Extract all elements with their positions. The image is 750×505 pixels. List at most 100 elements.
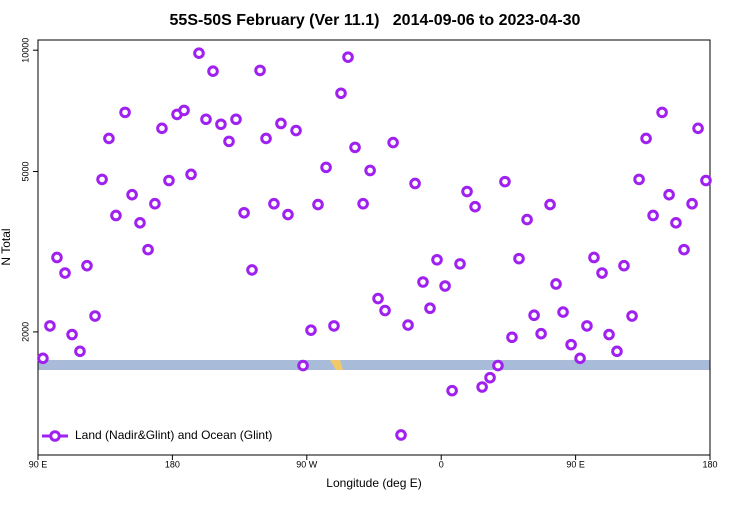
point <box>193 47 205 60</box>
point <box>372 292 384 305</box>
x-tick-label: 90 W <box>296 459 318 469</box>
chart-title: 55S-50S February (Ver 11.1) 2014-09-06 t… <box>170 12 581 29</box>
point <box>379 304 391 317</box>
point <box>633 173 645 186</box>
point <box>44 320 56 332</box>
point <box>185 168 197 181</box>
point <box>535 327 547 340</box>
point <box>312 198 324 211</box>
point <box>499 175 511 188</box>
map-land <box>330 360 343 370</box>
x-tick-label: 90 E <box>29 459 48 469</box>
point <box>328 320 340 332</box>
point <box>59 267 71 279</box>
point <box>66 328 78 341</box>
point <box>647 209 659 222</box>
point <box>156 122 168 135</box>
point <box>357 197 369 210</box>
point <box>565 338 577 351</box>
point <box>320 161 332 174</box>
point <box>596 267 608 279</box>
point <box>670 217 682 229</box>
point <box>126 188 138 201</box>
point <box>439 280 451 292</box>
point <box>431 253 443 266</box>
point <box>446 384 458 397</box>
x-tick-label: 180 <box>702 459 717 469</box>
point <box>349 141 361 154</box>
legend-label: Land (Nadir&Glint) and Ocean (Glint) <box>75 428 272 442</box>
point <box>142 243 154 256</box>
y-tick-label: 10000 <box>20 38 30 63</box>
point <box>238 206 250 219</box>
point <box>678 243 690 256</box>
point <box>417 276 429 288</box>
point <box>588 251 600 264</box>
point <box>656 106 668 119</box>
point <box>119 106 131 119</box>
point <box>74 345 86 358</box>
point <box>581 320 593 332</box>
point <box>686 197 698 210</box>
point <box>692 122 704 135</box>
point <box>37 352 49 365</box>
point <box>297 359 309 372</box>
point <box>521 213 533 226</box>
point <box>207 65 219 77</box>
y-tick-label: 2000 <box>20 322 30 342</box>
point <box>305 324 317 336</box>
point <box>454 258 466 270</box>
point <box>544 198 556 211</box>
point <box>260 132 272 145</box>
y-tick-label: 5000 <box>20 162 30 182</box>
point <box>223 135 235 148</box>
point <box>550 278 562 290</box>
point <box>409 177 421 190</box>
point <box>290 124 302 137</box>
point <box>574 352 586 365</box>
point <box>335 87 347 100</box>
point <box>603 328 615 341</box>
point <box>557 306 569 318</box>
point <box>640 132 652 145</box>
point <box>51 251 63 264</box>
point <box>254 64 266 77</box>
point <box>89 310 101 322</box>
point <box>275 117 287 130</box>
legend-marker <box>49 430 61 442</box>
point <box>618 259 630 272</box>
point <box>528 309 540 322</box>
x-tick-label: 180 <box>165 459 180 469</box>
point <box>342 51 354 63</box>
point <box>282 208 294 221</box>
point <box>268 197 280 210</box>
point <box>395 429 407 441</box>
point <box>626 310 638 322</box>
point <box>364 164 376 177</box>
point <box>110 209 122 222</box>
point <box>215 118 227 131</box>
point <box>200 113 212 126</box>
x-tick-label: 0 <box>439 459 444 469</box>
y-axis-label: N Total <box>0 228 13 265</box>
point <box>492 359 504 372</box>
point <box>663 188 675 201</box>
x-tick-label: 90 E <box>566 459 585 469</box>
point <box>81 259 93 272</box>
point <box>484 371 496 384</box>
point <box>163 174 175 187</box>
point <box>402 319 414 331</box>
point <box>476 381 488 393</box>
point <box>387 136 399 149</box>
plot-frame <box>37 39 711 456</box>
point <box>230 113 242 126</box>
point <box>103 132 115 145</box>
point <box>469 200 481 213</box>
point <box>611 345 623 358</box>
point <box>461 185 473 198</box>
point <box>149 197 161 210</box>
point <box>700 174 712 187</box>
point <box>513 252 525 265</box>
point <box>246 264 258 276</box>
